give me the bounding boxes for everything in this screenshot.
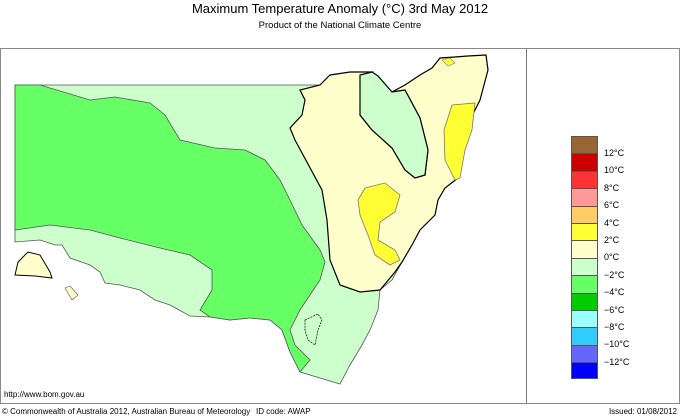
legend-label: 4°C [604,218,620,228]
legend-swatch [571,257,598,276]
id-code: ID code: AWAP [256,407,311,416]
region-0-to-2-west-small [64,285,79,301]
legend-label: −12°C [604,357,630,367]
region-minus2-to-0-north [359,71,429,179]
region-2-to-4-north [441,57,456,67]
issued-date: Issued: 01/08/2012 [608,407,677,416]
legend-swatch [571,136,598,154]
legend-swatch [571,222,598,241]
source-url[interactable]: http://www.bom.gov.au [4,390,85,399]
act-border [304,313,323,346]
legend-swatch [571,362,598,380]
legend-label: 0°C [604,252,620,262]
legend-swatch [571,275,598,293]
legend-swatches [571,136,598,380]
legend-label: 12°C [604,148,625,158]
region-2-to-4-coast [443,102,476,181]
legend-swatch [571,205,598,223]
legend-swatch [571,327,598,345]
legend-divider [526,49,527,403]
legend-swatch [571,153,598,171]
page-title: Maximum Temperature Anomaly (°C) 3rd May… [191,1,489,16]
legend-label: −10°C [604,339,630,349]
legend-swatch [571,170,598,189]
legend-label: 2°C [604,235,620,245]
legend-label: −8°C [604,322,625,332]
legend-label: 8°C [604,183,620,193]
legend-label: 6°C [604,200,620,210]
legend-label: −4°C [604,287,625,297]
legend-label: −2°C [604,270,625,280]
legend-swatch [571,309,598,328]
region-2-to-4-inland [357,182,401,266]
region-minus4-to-minus2 [14,84,326,373]
page-subtitle: Product of the National Climate Centre [258,20,422,31]
legend-label: −6°C [604,305,625,315]
legend-swatch [571,344,598,363]
legend-swatch [571,188,598,206]
copyright-text: © Commonwealth of Australia 2012, Austra… [2,407,251,416]
legend-swatch [571,240,598,258]
region-0-to-2-west [14,251,53,279]
legend-swatch [571,292,598,310]
legend-label: 10°C [604,165,625,175]
